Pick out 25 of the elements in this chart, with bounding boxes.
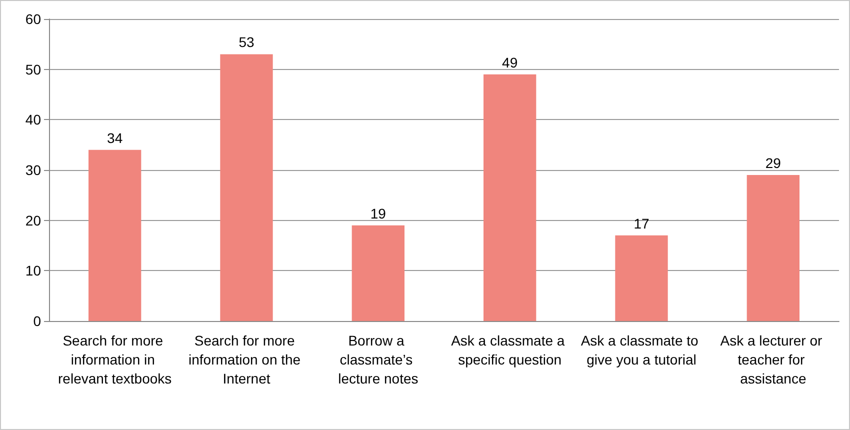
x-tick-label: Search for more information on the Internet (188, 332, 304, 386)
y-tick-label: 60 (25, 11, 42, 27)
x-tick-label: Ask a classmate to give you a tutorial (580, 332, 702, 368)
y-tick-label: 0 (33, 313, 42, 329)
data-label: 17 (634, 215, 650, 232)
bar (615, 235, 668, 321)
bar (746, 175, 800, 321)
x-tick-label: Ask a classmate a specific question (451, 332, 569, 368)
x-tick-label: Borrow a classmate’s lecture notes (338, 332, 418, 386)
x-tick-label: Ask a lecturer or teacher for assistance (720, 332, 826, 386)
bar (484, 74, 536, 321)
y-tick-label: 20 (25, 212, 42, 228)
data-label: 19 (370, 205, 386, 222)
bar (88, 150, 142, 321)
data-label: 34 (107, 130, 123, 146)
y-tick-label: 50 (25, 61, 42, 78)
y-tick-label: 40 (25, 112, 42, 128)
data-label: 53 (238, 34, 254, 50)
x-tick-label: Search for more information in relevant textbooks (58, 332, 172, 386)
data-label: 29 (765, 155, 782, 172)
y-tick-label: 10 (25, 262, 42, 279)
bar (220, 54, 273, 321)
y-tick-label: 30 (25, 162, 42, 178)
data-label: 49 (502, 54, 518, 70)
bar (352, 225, 404, 321)
